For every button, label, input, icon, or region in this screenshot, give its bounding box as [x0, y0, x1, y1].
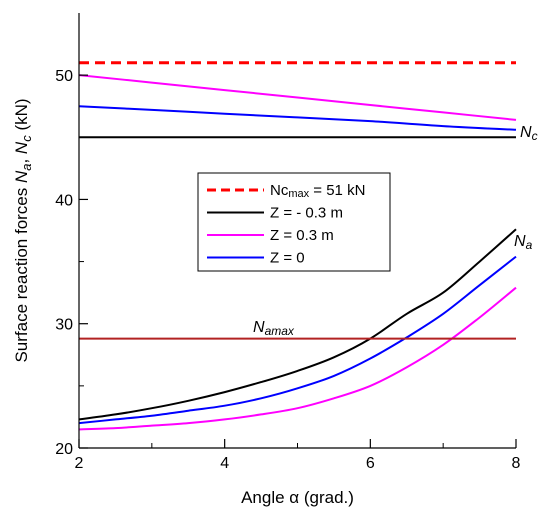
- x-tick-label: 6: [366, 455, 375, 472]
- y-axis-label: Surface reaction forces Na, Nc (kN): [12, 98, 34, 362]
- plot-lines: [78, 61, 517, 431]
- series-line-6: [78, 255, 517, 425]
- legend-label: Z = 0.3 m: [270, 227, 334, 244]
- nc-annotation-main: N: [520, 124, 532, 141]
- na-annotation-sub: a: [526, 238, 533, 252]
- legend-label: Z = 0: [270, 250, 305, 267]
- y-axis-label-part: N: [12, 141, 31, 154]
- series-line-3: [78, 74, 517, 121]
- series-line-4: [78, 105, 517, 131]
- legend-label-main: Nc: [270, 182, 289, 199]
- x-tick-label: 8: [512, 455, 521, 472]
- na-annotation: Na: [514, 233, 533, 252]
- nc-annotation: Nc: [520, 124, 538, 143]
- y-tick-label: 50: [55, 68, 73, 85]
- na-annotation-main: N: [514, 233, 526, 250]
- y-tick-label: 20: [55, 441, 73, 458]
- y-axis-label-part: (kN): [12, 98, 31, 135]
- namax-annotation-sub: amax: [265, 324, 295, 338]
- x-axis-label: Angle α (grad.): [241, 488, 354, 507]
- legend: Ncmax = 51 kN Z = - 0.3 m Z = 0.3 m Z = 0: [197, 172, 391, 272]
- series-line-7: [78, 286, 517, 431]
- axes: 20 30 40 50 2 4 6 8: [55, 13, 521, 472]
- legend-label: Z = - 0.3 m: [270, 205, 343, 222]
- nc-annotation-sub: c: [532, 129, 538, 143]
- y-axis-label-part: a: [19, 164, 34, 171]
- y-axis-label-part: ,: [12, 154, 31, 163]
- legend-label: Ncmax = 51 kN: [270, 182, 365, 200]
- namax-annotation: Namax: [253, 319, 295, 338]
- y-axis-label-part: c: [19, 135, 34, 142]
- x-tick-label: 4: [220, 455, 229, 472]
- namax-annotation-main: N: [253, 319, 265, 336]
- y-axis-label-part: N: [12, 170, 31, 183]
- legend-label-sub: max: [288, 188, 309, 200]
- y-tick-label: 30: [55, 317, 73, 334]
- y-axis-label-part: Surface reaction forces: [12, 183, 31, 363]
- legend-label-rest: = 51 kN: [309, 182, 365, 199]
- x-tick-label: 2: [75, 455, 84, 472]
- y-tick-label: 40: [55, 192, 73, 209]
- series-line-5: [78, 228, 517, 421]
